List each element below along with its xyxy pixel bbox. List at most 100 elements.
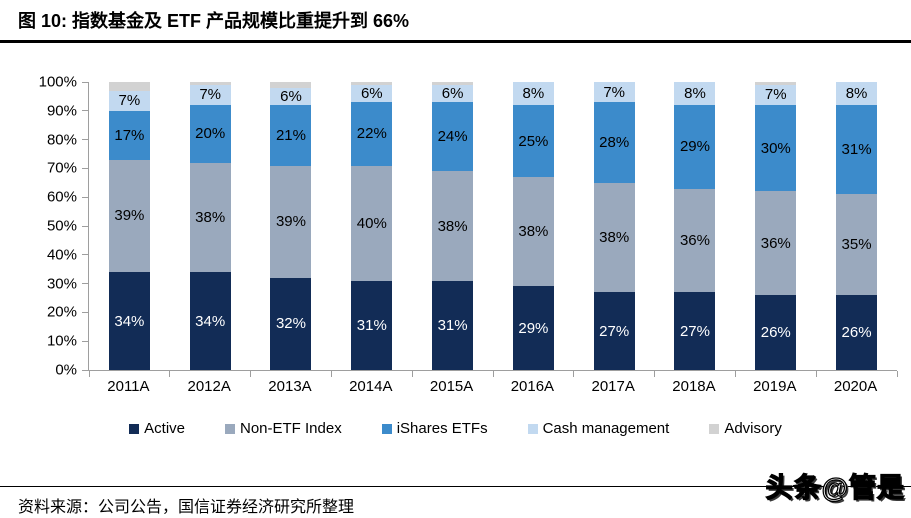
bar-slot-2017A: 27% 38% 28% 7% [574,82,655,370]
x-axis-label-2011A: 2011A [107,378,150,395]
bar-segment: 35% [836,194,878,296]
bar-2018A: 27% 36% 29% 8% [674,82,716,370]
bar-segment: 25% [512,105,554,178]
bar-segment-label: 35% [841,236,872,254]
bar-segment: 20% [189,105,231,163]
bar-segment-label: 27% [599,322,630,340]
figure-title: 图 10: 指数基金及 ETF 产品规模比重提升到 66% [18,11,410,31]
bar-segment-label: 39% [114,207,145,225]
bar-segment-label: 20% [195,125,226,143]
y-axis-label: 60% [46,188,77,206]
y-axis-tick [82,81,88,83]
x-axis-tick [169,371,171,377]
bar-2020A: 26% 35% 31% 8% [836,82,878,370]
bar-segment: 17% [108,110,150,160]
bar-2012A: 34% 38% 20% 7% [189,82,231,370]
y-axis-label: 30% [46,275,77,293]
x-axis-tick [734,371,736,377]
bar-segment-label: 24% [437,128,468,146]
bar-segment: 8% [674,82,716,106]
bar-segment-label: 36% [760,234,791,252]
x-axis-tick [411,371,413,377]
bar-segment-label: 6% [280,87,302,105]
bar-segment-label: 6% [360,85,383,103]
bar-segment: 8% [512,82,554,106]
bar-segment-label: 7% [603,83,626,101]
bar-2017A: 27% 38% 28% 7% [593,82,635,370]
y-axis-tick [82,225,88,227]
bar-segment-label: 27% [679,322,710,340]
bar-segment [432,82,474,85]
bar-segment: 39% [270,165,312,278]
bar-segment: 6% [432,84,474,103]
x-axis-tick [88,371,90,377]
bar-segment: 27% [593,292,635,370]
bar-segment-label: 34% [195,312,226,330]
y-axis-label: 80% [46,131,77,149]
bar-segment-label: 36% [679,231,710,249]
y-axis-tick [82,283,88,285]
x-axis-tick [896,371,898,377]
legend-swatch-icon [381,423,392,434]
legend-label: iShares ETFs [396,420,488,437]
bar-segment: 7% [108,90,150,111]
bar-segment: 22% [351,102,393,166]
bar-slot-2013A: 32% 39% 21% 6% [251,82,332,370]
bar-segment: 34% [189,272,231,370]
bar-segment: 34% [108,272,150,370]
bar-segment-label: 26% [841,324,872,342]
x-axis-labels: 2011A 2012A 2013A 2014A 2015A 2016A 2017A 2018A… [88,378,896,395]
x-axis-label-2014A: 2014A [349,378,393,395]
y-axis-tick [82,196,88,198]
bar-segment: 30% [755,105,797,192]
chart-legend: Active Non-ETF Index iShares ETFs Cash mana… [0,420,911,437]
bar-segment: 32% [270,277,312,370]
bar-segment-label: 8% [522,85,545,103]
bar-segment: 21% [270,105,312,166]
bar-2019A: 26% 36% 30% 7% [755,82,797,370]
bar-2011A: 34% 39% 17% 7% [108,82,150,370]
legend-label: Advisory [724,420,782,437]
bar-2016A: 29% 38% 25% 8% [512,82,554,370]
bar-segment: 29% [674,105,716,189]
bar-segment: 31% [351,280,393,370]
y-axis-label: 70% [46,159,77,177]
bar-segment [755,82,797,85]
bar-segment-label: 22% [356,125,387,143]
y-axis-label: 40% [46,246,77,264]
x-axis-label-2012A: 2012A [187,378,231,395]
legend-item-active: Active [129,420,185,437]
x-axis-tick [654,371,656,377]
bar-slot-2011A: 34% 39% 17% 7% [89,82,170,370]
watermark: 头条@管是 [765,472,905,503]
x-axis-label-2015A: 2015A [429,378,474,395]
y-axis-tick [82,340,88,342]
bar-segment: 40% [351,165,393,281]
bar-segment-label: 39% [275,213,306,231]
legend-label: Active [144,420,185,437]
bar-segment: 38% [432,171,474,281]
bar-segment: 38% [189,162,231,273]
x-axis-label-2013A: 2013A [268,378,312,395]
bar-segment-label: 7% [118,92,141,110]
bar-slot-2014A: 31% 40% 22% 6% [331,82,412,370]
bar-slot-2016A: 29% 38% 25% 8% [493,82,574,370]
bar-segment-label: 38% [195,208,226,226]
bar-segment-label: 30% [760,139,791,157]
bar-segment: 31% [836,105,878,195]
x-axis-tick [330,371,332,377]
y-axis-tick [82,311,88,313]
bar-segment: 7% [189,84,231,106]
x-axis-tick [815,371,817,377]
y-axis-label: 0% [55,361,77,379]
bar-segment: 26% [836,295,878,370]
bar-segment-label: 7% [199,86,222,104]
bar-segment: 26% [755,295,797,370]
bar-segment: 27% [674,292,716,370]
legend-label: Cash management [542,420,670,437]
bar-segment: 7% [755,84,797,106]
bar-slot-2019A: 26% 36% 30% 7% [735,82,816,370]
bar-segment-label: 38% [437,217,468,235]
y-axis-tick [82,139,88,141]
bar-segment: 8% [836,82,878,106]
